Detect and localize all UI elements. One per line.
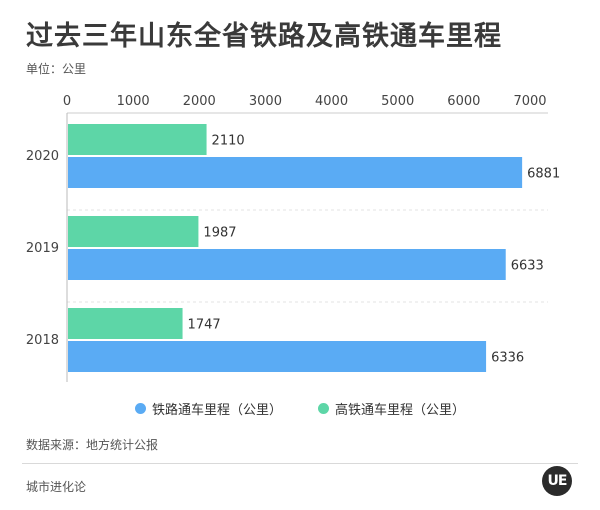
brand-logo: UE <box>542 466 572 496</box>
x-tick-label: 7000 <box>513 94 546 109</box>
labels: 2110 6881 2020 1987 6633 2019 1747 6336 2018 <box>26 134 560 366</box>
grid-lines <box>67 209 548 303</box>
brand-name: 城市进化论 <box>26 480 87 494</box>
x-tick-label: 3000 <box>249 94 282 109</box>
chart-title: 过去三年山东全省铁路及高铁通车里程 <box>26 21 502 52</box>
legend-swatch <box>318 403 329 414</box>
high-speed-bar <box>68 216 199 247</box>
high-speed-bar <box>68 308 183 339</box>
legend-item[interactable]: 高铁通车里程（公里） <box>318 399 465 418</box>
unit-label: 单位：公里 <box>26 62 87 76</box>
bar-value-label: 6336 <box>491 351 524 366</box>
bar-value-label: 6881 <box>527 167 560 182</box>
railway-bar <box>68 157 523 188</box>
bar-value-label: 6633 <box>511 259 544 274</box>
bar-value-label: 1747 <box>188 318 221 333</box>
bar-chart: 0 1000 2000 3000 4000 5000 6000 7000 2110 6881 20… <box>26 94 560 382</box>
x-tick-label: 6000 <box>447 94 480 109</box>
bar-value-label: 2110 <box>212 134 245 149</box>
legend: 铁路通车里程（公里） 高铁通车里程（公里） <box>0 399 600 418</box>
bar-value-label: 1987 <box>203 226 236 241</box>
x-tick-label: 1000 <box>117 94 150 109</box>
high-speed-bar <box>68 124 207 155</box>
legend-swatch <box>134 403 146 414</box>
y-category-label: 2018 <box>26 333 59 348</box>
x-tick-label: 5000 <box>381 94 414 109</box>
x-tick-label: 0 <box>63 94 71 109</box>
bars <box>68 124 523 372</box>
legend-label: 高铁通车里程（公里） <box>335 403 466 418</box>
y-category-label: 2019 <box>26 241 59 256</box>
railway-bar <box>68 341 487 372</box>
footer-divider <box>22 463 578 464</box>
x-tick-label: 2000 <box>183 94 216 109</box>
x-tick-label: 4000 <box>315 94 348 109</box>
y-category-label: 2020 <box>26 149 59 164</box>
data-source: 数据来源：地方统计公报 <box>26 438 159 452</box>
legend-label: 铁路通车里程（公里） <box>151 403 282 418</box>
legend-item[interactable]: 铁路通车里程（公里） <box>134 399 282 418</box>
x-axis: 0 1000 2000 3000 4000 5000 6000 7000 <box>63 94 548 382</box>
railway-bar <box>68 249 506 280</box>
